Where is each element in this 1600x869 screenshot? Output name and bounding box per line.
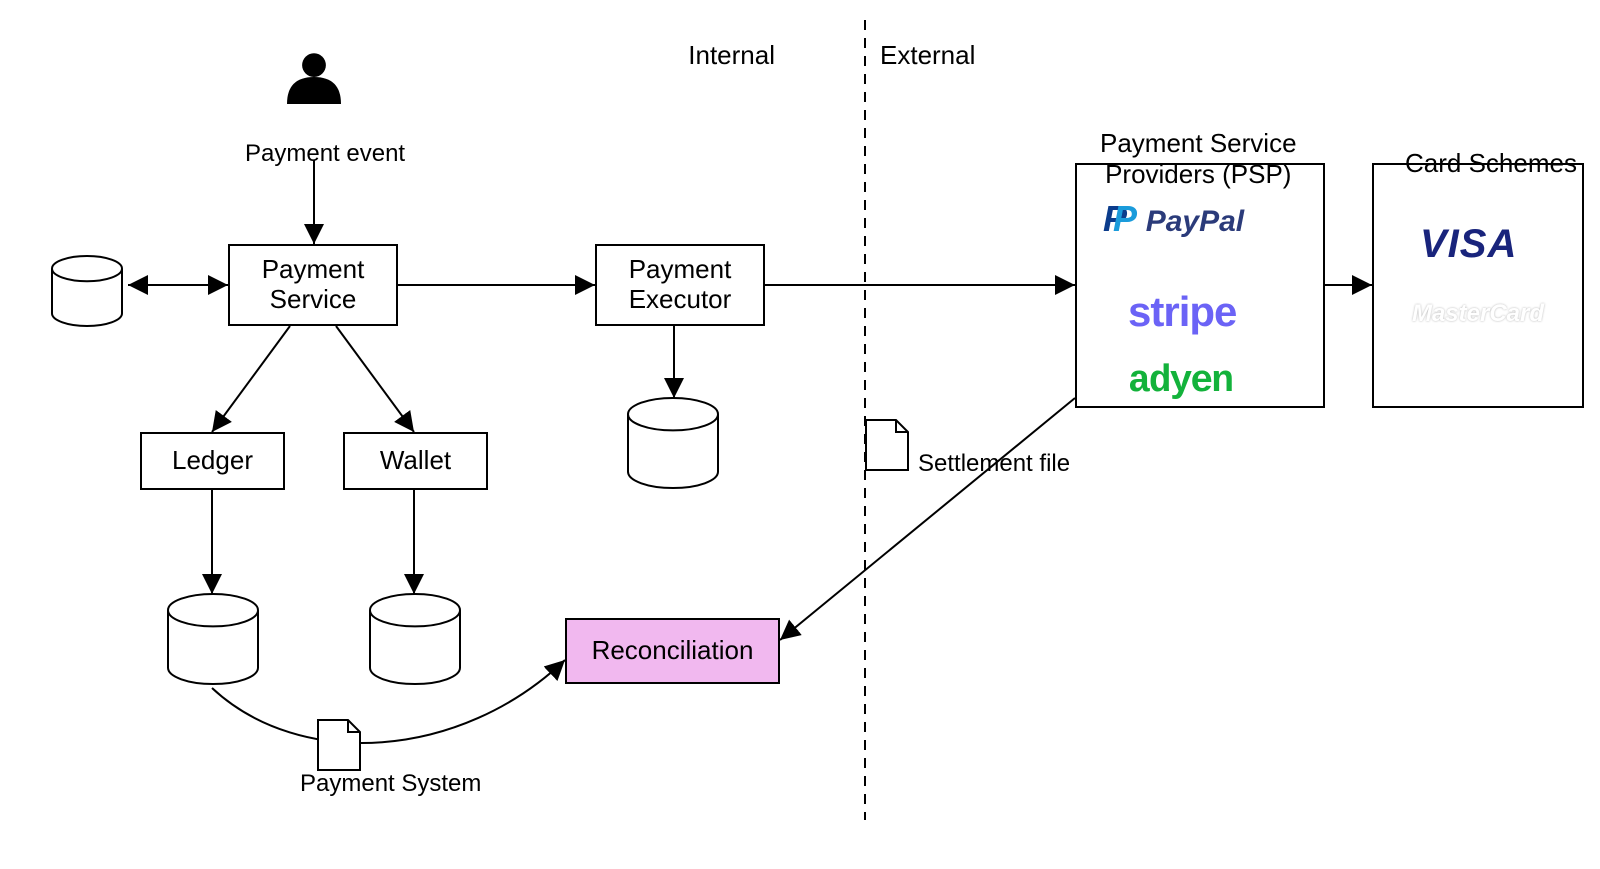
- paypal-logo: PP PayPal: [1103, 198, 1244, 240]
- db-wallet-icon: [370, 594, 460, 684]
- external-label: External: [880, 40, 975, 71]
- arrow-service-to-wallet: [336, 326, 414, 432]
- payment-service-box: Payment Service: [228, 244, 398, 326]
- psp-title: Payment Service Providers (PSP): [1100, 128, 1297, 190]
- mastercard-logo-text: MasterCard: [1408, 300, 1548, 328]
- card-schemes-box: [1372, 163, 1584, 408]
- db-ledger-icon: [168, 594, 258, 684]
- db-exec-icon: [628, 398, 718, 488]
- db-left-icon: [52, 256, 122, 326]
- internal-label: Internal: [688, 40, 775, 71]
- arrow-service-to-ledger: [212, 326, 290, 432]
- reconciliation-box: Reconciliation: [565, 618, 780, 684]
- payment-system-doc-icon: [318, 720, 360, 770]
- card-schemes-title: Card Schemes: [1405, 148, 1577, 179]
- visa-logo: VISA: [1420, 222, 1517, 267]
- wallet-box: Wallet: [343, 432, 488, 490]
- settlement-file-label: Settlement file: [918, 450, 1070, 478]
- diagram-canvas: Payment Service Payment Executor Ledger Wal…: [0, 0, 1600, 869]
- payment-system-label: Payment System: [300, 770, 481, 798]
- ledger-box: Ledger: [140, 432, 285, 490]
- adyen-logo: adyen: [1128, 360, 1232, 403]
- person-icon: [287, 53, 341, 104]
- stripe-logo: stripe: [1128, 288, 1236, 336]
- payment-executor-box: Payment Executor: [595, 244, 765, 326]
- settlement-file-doc-icon: [866, 420, 908, 470]
- arrow-psp-to-recon-via-file: [780, 398, 1075, 640]
- payment-event-label: Payment event: [245, 140, 405, 168]
